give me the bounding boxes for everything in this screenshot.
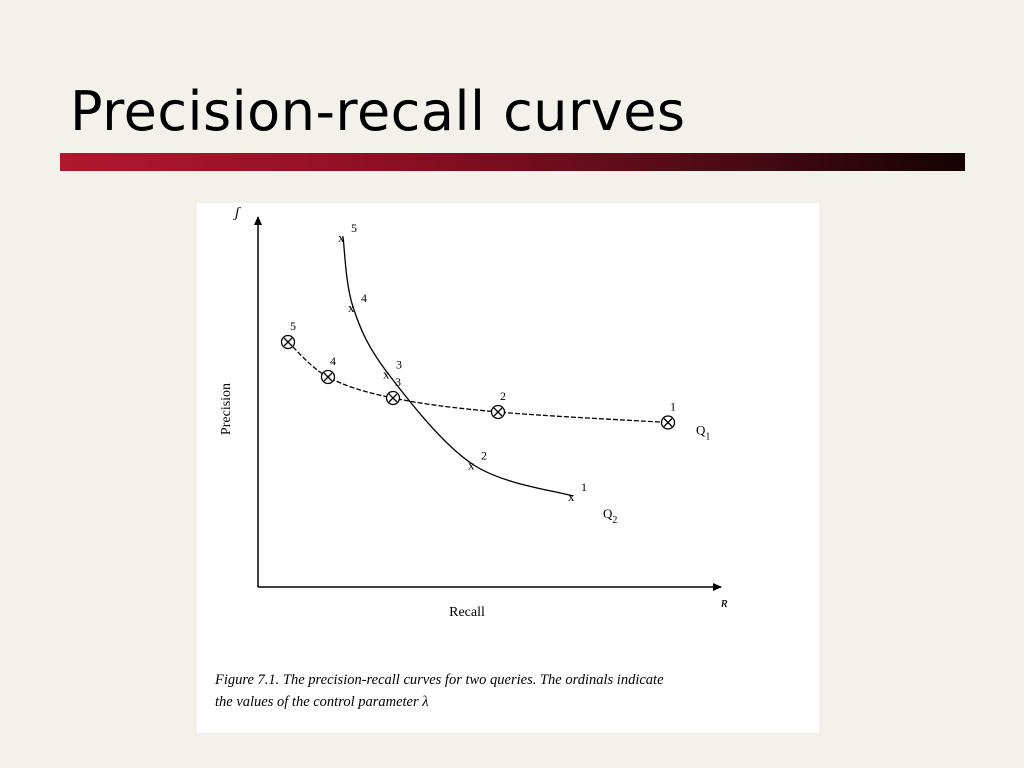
title-divider-bar — [60, 153, 965, 171]
caption-line-1: Figure 7.1. The precision-recall curves … — [215, 672, 664, 688]
point-q2-3: x — [383, 367, 390, 382]
point-cross-q1-4 — [323, 372, 333, 382]
figure-caption: Figure 7.1. The precision-recall curves … — [215, 669, 815, 713]
x-axis-marker: ʀ — [721, 595, 728, 611]
point-label-q1-5: 5 — [290, 319, 296, 333]
point-q2-2: x — [468, 458, 475, 473]
point-label-q1-3: 3 — [395, 375, 401, 389]
point-label-q2-3: 3 — [396, 358, 402, 372]
point-cross-q1-5 — [283, 337, 293, 347]
point-label-q2-1: 1 — [581, 480, 587, 494]
point-cross-q1-3 — [388, 393, 398, 403]
series-label-q2: Q2 — [603, 506, 617, 526]
point-q2-4: x — [348, 300, 355, 315]
y-axis-label: Precision — [219, 383, 234, 435]
series-label-q1: Q1 — [696, 423, 710, 443]
y-axis-marker: ʃ — [233, 205, 241, 221]
point-label-q2-5: 5 — [351, 221, 357, 235]
curve-q2 — [342, 236, 574, 497]
point-cross-q1-1 — [663, 418, 673, 427]
point-q2-1: x — [568, 489, 575, 504]
point-label-q1-4: 4 — [330, 354, 336, 368]
point-label-q2-4: 4 — [361, 291, 367, 305]
caption-line-2: the values of the control parameter λ — [215, 694, 429, 710]
x-axis-label: Recall — [449, 605, 485, 620]
slide-title: Precision-recall curves — [70, 80, 686, 143]
point-label-q1-2: 2 — [500, 389, 506, 403]
point-label-q1-1: 1 — [670, 400, 676, 414]
series-label-sub-q1: 1 — [705, 432, 710, 443]
figure-panel: ʃ ʀ Precision Recall 5 4 3 2 1 Q1 x 5 x 4 x 3 x 2 x 1 Q2… — [197, 203, 819, 733]
point-cross-q1-2 — [493, 407, 503, 417]
point-q2-5: x — [338, 230, 345, 245]
curve-q1 — [287, 341, 669, 424]
point-label-q2-2: 2 — [481, 449, 487, 463]
series-label-sub-q2: 2 — [612, 515, 617, 526]
